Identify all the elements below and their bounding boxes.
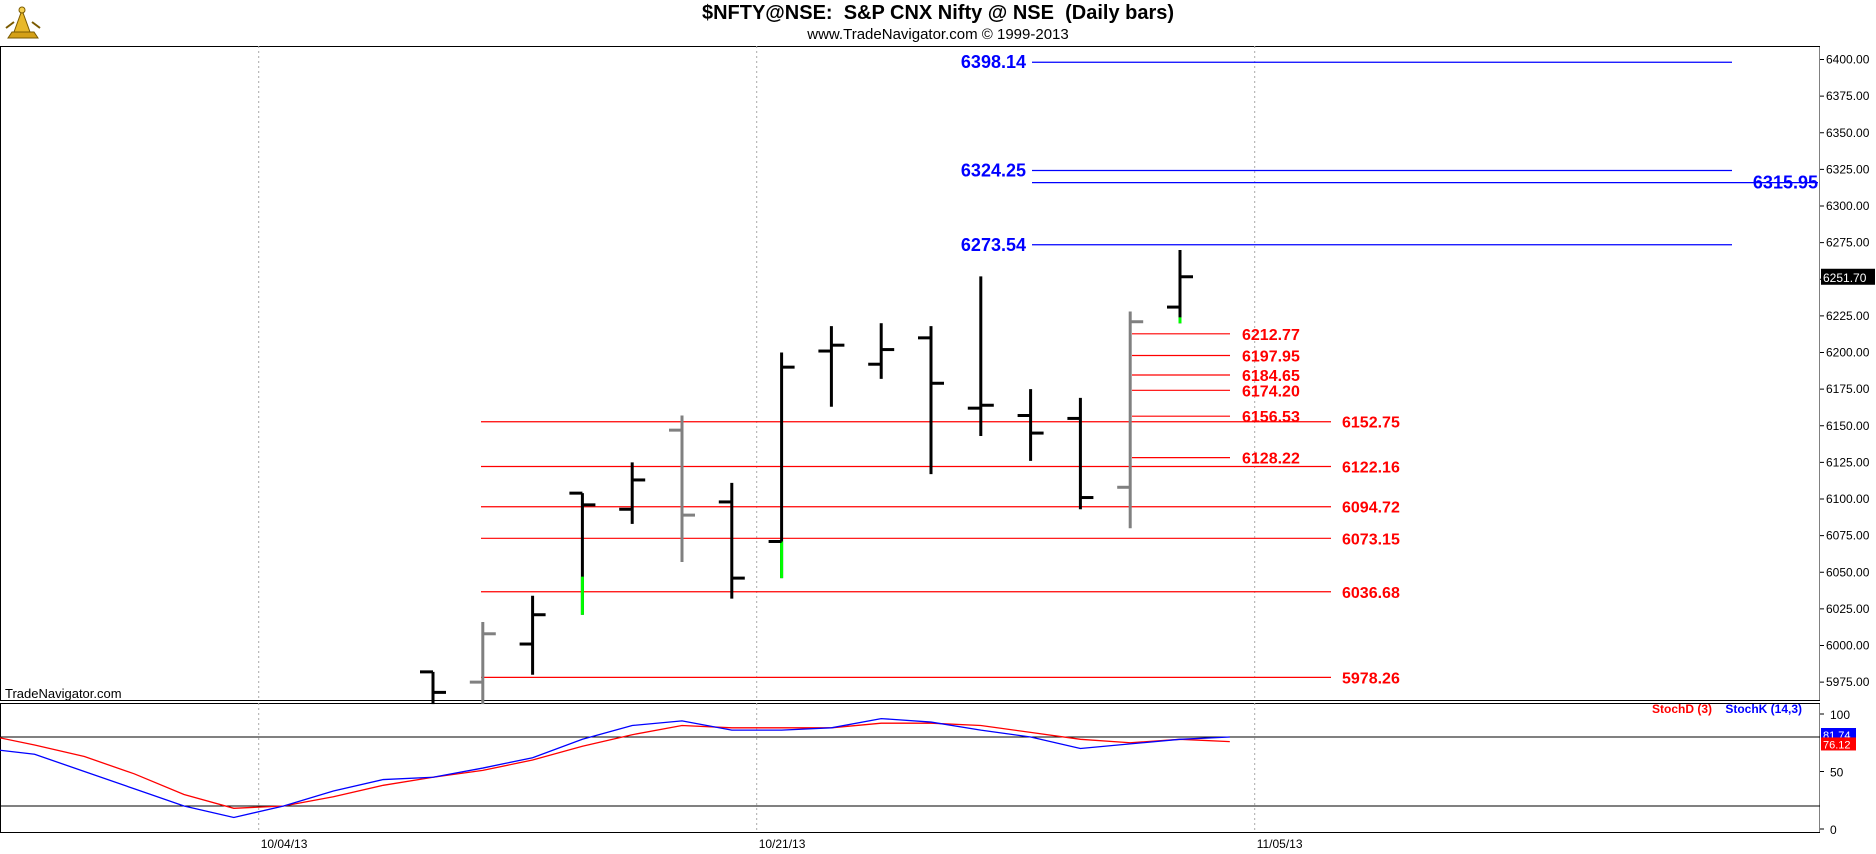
red-level-label: 6152.75 <box>1342 415 1400 432</box>
y-tick-label: 6000.00 <box>1826 639 1870 653</box>
y-tick-label: 6025.00 <box>1826 602 1870 616</box>
blue-level-label: 6273.54 <box>961 235 1026 255</box>
y-tick-label: 6350.00 <box>1826 126 1870 140</box>
watermark: TradeNavigator.com <box>5 686 122 701</box>
y-tick-label: 6125.00 <box>1826 455 1870 469</box>
stochD-value-label: 76.12 <box>1823 739 1851 751</box>
x-tick-label: 10/04/13 <box>261 837 308 851</box>
red-level-label: 6122.16 <box>1342 460 1400 477</box>
stochD-value-box <box>1821 737 1856 751</box>
stoch-tick-label: 50 <box>1830 766 1844 780</box>
stochK-legend: StochK (14,3) <box>1725 702 1802 716</box>
y-tick-label: 6275.00 <box>1826 236 1870 250</box>
last-price-label: 6251.70 <box>1823 271 1867 285</box>
chart-title: $NFTY@NSE: S&P CNX Nifty @ NSE (Daily ba… <box>701 2 1175 24</box>
red-level-label-short: 6156.53 <box>1242 409 1300 426</box>
red-level-label-short: 6212.77 <box>1242 327 1300 344</box>
y-tick-label: 6150.00 <box>1826 419 1870 433</box>
y-tick-label: 6075.00 <box>1826 529 1870 543</box>
stochD-series <box>0 722 1230 809</box>
y-tick-label: 6225.00 <box>1826 309 1870 323</box>
y-tick-label: 6400.00 <box>1826 53 1870 67</box>
y-tick-label: 6175.00 <box>1826 382 1870 396</box>
y-tick-label: 6325.00 <box>1826 162 1870 176</box>
red-level-label: 6073.15 <box>1342 531 1400 548</box>
stoch-tick-label: 100 <box>1830 708 1850 722</box>
blue-level-label: 6324.25 <box>961 160 1026 180</box>
x-tick-label: 10/21/13 <box>759 837 806 851</box>
red-level-label-short: 6174.20 <box>1242 383 1300 400</box>
blue-level-label: 6315.95 <box>1753 173 1818 193</box>
chart-subtitle: www.TradeNavigator.com © 1999-2013 <box>807 26 1069 43</box>
y-tick-label: 6100.00 <box>1826 492 1870 506</box>
stochD-legend: StochD (3) <box>1652 702 1712 716</box>
stochK-series <box>0 717 1230 819</box>
red-level-label-short: 6128.22 <box>1242 451 1300 468</box>
y-tick-label: 6300.00 <box>1826 199 1870 213</box>
red-level-label: 6094.72 <box>1342 500 1400 517</box>
y-tick-label: 6050.00 <box>1826 565 1870 579</box>
y-tick-label: 6200.00 <box>1826 346 1870 360</box>
x-tick-label: 11/05/13 <box>1257 837 1303 851</box>
y-tick-label: 5975.00 <box>1826 675 1870 689</box>
stoch-tick-label: 0 <box>1830 823 1837 837</box>
blue-level-label: 6398.14 <box>961 52 1026 72</box>
red-level-label-short: 6197.95 <box>1242 349 1300 366</box>
last-price-box <box>1821 268 1875 285</box>
stochastic-panel-frame <box>0 703 1821 833</box>
price-panel-frame <box>0 46 1821 701</box>
title-bar: $NFTY@NSE: S&P CNX Nifty @ NSE (Daily ba… <box>0 0 1876 46</box>
red-level-label: 5978.26 <box>1342 670 1400 687</box>
axis-background <box>1820 46 1876 854</box>
red-level-label: 6036.68 <box>1342 585 1400 602</box>
trade-navigator-logo-icon <box>5 6 41 39</box>
red-level-label-short: 6184.65 <box>1242 368 1300 385</box>
y-tick-label: 6375.00 <box>1826 89 1870 103</box>
